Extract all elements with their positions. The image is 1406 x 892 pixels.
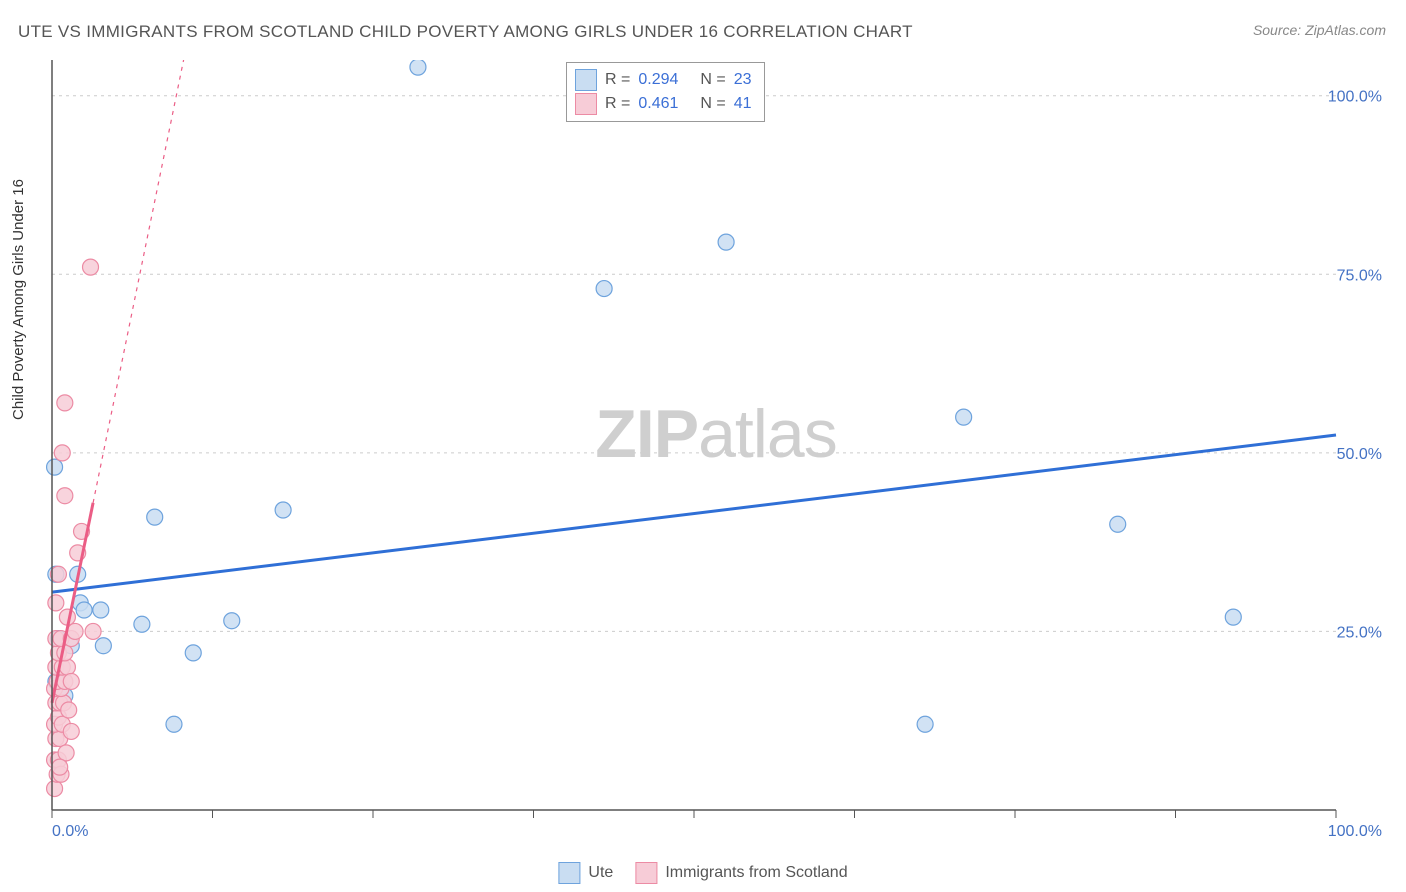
legend-item: Immigrants from Scotland bbox=[635, 862, 847, 884]
chart-svg: 25.0% 50.0% 75.0% 100.0% 0.0% 100.0% bbox=[46, 60, 1386, 840]
stats-box: R = 0.294N = 23R = 0.461N = 41 bbox=[566, 62, 765, 122]
legend: Ute Immigrants from Scotland bbox=[558, 862, 847, 884]
legend-swatch bbox=[635, 862, 657, 884]
svg-text:100.0%: 100.0% bbox=[1328, 823, 1382, 840]
stats-row: R = 0.461N = 41 bbox=[575, 92, 752, 116]
svg-text:100.0%: 100.0% bbox=[1328, 89, 1382, 106]
legend-item: Ute bbox=[558, 862, 613, 884]
svg-text:75.0%: 75.0% bbox=[1337, 267, 1382, 284]
scatter-plot: ZIPatlas 25.0%50.0%75.0%100.0%0.0%100.0% bbox=[46, 60, 1386, 840]
source-attribution: Source: ZipAtlas.com bbox=[1253, 22, 1386, 38]
svg-text:0.0%: 0.0% bbox=[52, 823, 88, 840]
y-axis-label: Child Poverty Among Girls Under 16 bbox=[10, 179, 27, 420]
svg-text:25.0%: 25.0% bbox=[1337, 624, 1382, 641]
series-swatch bbox=[575, 93, 597, 115]
series-swatch bbox=[575, 69, 597, 91]
chart-title: UTE VS IMMIGRANTS FROM SCOTLAND CHILD PO… bbox=[18, 22, 913, 42]
legend-swatch bbox=[558, 862, 580, 884]
svg-text:50.0%: 50.0% bbox=[1337, 446, 1382, 463]
stats-row: R = 0.294N = 23 bbox=[575, 68, 752, 92]
